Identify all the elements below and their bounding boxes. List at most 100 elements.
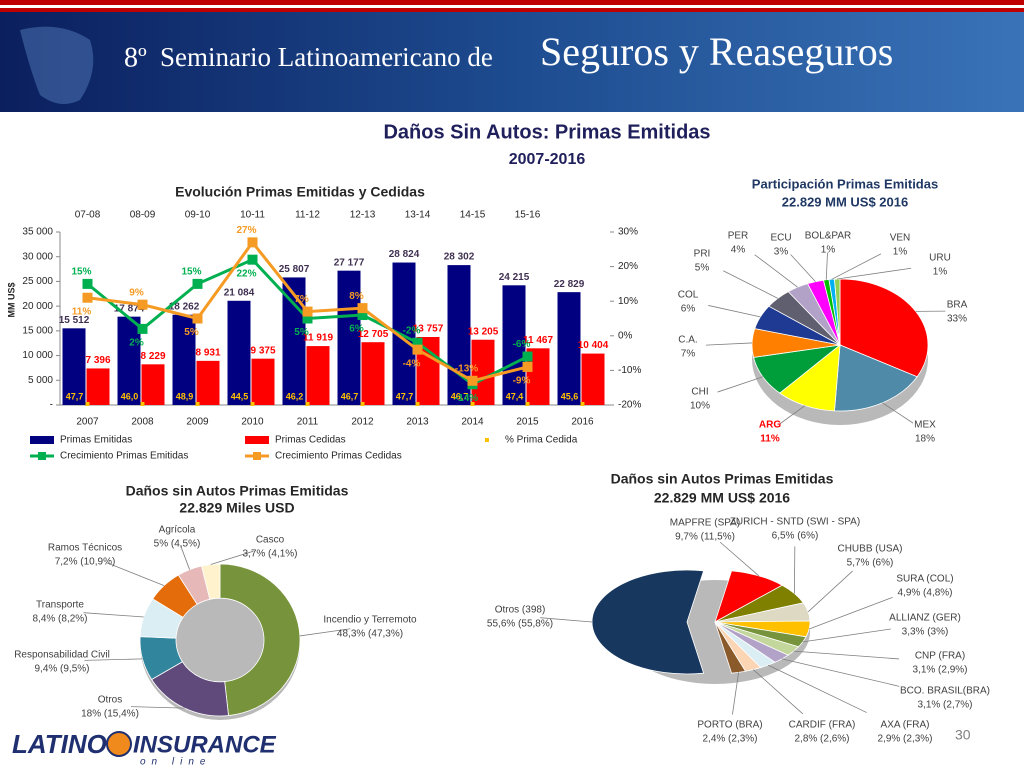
top-category-label: 08-09: [130, 210, 156, 221]
chart-title: Participación Primas Emitidas: [752, 176, 938, 191]
bar: [581, 353, 605, 405]
percent-label: 46,7: [451, 391, 469, 401]
percent-marker: [580, 402, 585, 406]
x-tick-label: 2007: [76, 417, 99, 428]
growth-marker: [522, 361, 533, 372]
y2-tick-label: -10%: [618, 365, 641, 376]
slice-name: ECU: [770, 233, 791, 244]
growth-label: 27%: [236, 225, 256, 236]
y2-tick-label: 0%: [618, 330, 633, 341]
slice-name: ZURICH - SNTD (SWI - SPA): [730, 517, 860, 528]
percent-label: 46,2: [286, 391, 304, 401]
y-tick-label: 15 000: [22, 325, 53, 336]
legend-swatch: [253, 452, 261, 460]
leader-line: [107, 562, 165, 586]
slice-value: 18%: [915, 434, 935, 445]
top-category-label: 13-14: [405, 210, 431, 221]
slice-value: 5,7% (6%): [847, 558, 894, 569]
growth-label: 6%: [349, 324, 364, 335]
growth-label: -13%: [455, 363, 478, 374]
growth-marker: [137, 323, 148, 334]
growth-label: -14%: [455, 393, 478, 404]
bar-value-label: 22 829: [554, 279, 585, 290]
chart-title: Daños sin Autos Primas Emitidas: [126, 483, 349, 499]
y2-tick-label: 30%: [618, 227, 638, 238]
growth-marker: [357, 303, 368, 314]
bar: [361, 342, 385, 405]
bar-value-label: 7 396: [85, 355, 110, 366]
percent-label: 46,7: [341, 391, 359, 401]
percent-label: 46,0: [121, 391, 139, 401]
x-tick-label: 2014: [461, 417, 484, 428]
slice-name: COL: [678, 290, 699, 301]
leader-line: [753, 669, 804, 715]
pie-slice: [834, 344, 918, 412]
growth-marker: [302, 306, 313, 317]
percent-label: 47,4: [506, 391, 524, 401]
slice-name: PRI: [694, 249, 711, 260]
y-tick-label: 30 000: [22, 251, 53, 262]
chart-subtitle: 22.829 MM US$ 2016: [654, 490, 790, 506]
bar: [251, 358, 275, 405]
slice-value: 11%: [760, 434, 780, 445]
leader-line: [807, 570, 853, 613]
growth-marker: [82, 292, 93, 303]
bar: [141, 364, 165, 405]
slice-name: AXA (FRA): [881, 720, 930, 731]
leader-line: [723, 270, 778, 299]
slice-name: CHI: [691, 387, 708, 398]
leader-line: [210, 550, 254, 565]
pie-slice: [201, 563, 221, 600]
leader-line: [717, 376, 764, 393]
slice-value: 7%: [681, 349, 696, 360]
slice-name: MAPFRE (SPA): [670, 518, 740, 529]
leader-line: [802, 628, 891, 643]
bar: [196, 360, 220, 405]
x-tick-label: 2016: [571, 417, 594, 428]
header-stripe: [0, 0, 1024, 5]
chart-title: Daños sin Autos Primas Emitidas: [611, 471, 834, 487]
bar-value-label: 27 177: [334, 257, 365, 268]
x-tick-label: 2015: [516, 417, 539, 428]
slice-name: PORTO (BRA): [697, 720, 762, 731]
leader-line: [708, 305, 761, 318]
slice-value: 1%: [893, 247, 908, 258]
top-category-label: 09-10: [185, 210, 211, 221]
slice-value: 9,4% (9,5%): [34, 664, 89, 675]
slice-name: MEX: [914, 420, 936, 431]
slice-value: 5%: [695, 263, 710, 274]
growth-label: -2%: [403, 325, 421, 336]
slice-name: BOL&PAR: [805, 231, 852, 242]
legend-label: Primas Emitidas: [60, 435, 132, 446]
bar-value-label: 13 757: [413, 324, 444, 335]
slice-value: 55,6% (55,8%): [487, 619, 553, 630]
leader-line: [779, 405, 806, 425]
slice-name: CARDIF (FRA): [789, 720, 856, 731]
growth-marker: [82, 278, 93, 289]
slice-value: 1%: [933, 267, 948, 278]
bar-value-label: 28 824: [389, 249, 420, 260]
percent-label: 48,9: [176, 391, 194, 401]
growth-label: 5%: [184, 327, 199, 338]
bar-value-label: 25 807: [279, 264, 310, 275]
chart-title: Evolución Primas Emitidas y Cedidas: [175, 184, 425, 200]
percent-marker: [140, 402, 145, 406]
legend-label: Crecimiento Primas Emitidas: [60, 451, 188, 462]
bar: [62, 328, 86, 405]
growth-marker: [247, 237, 258, 248]
leader-line: [808, 596, 893, 630]
leader-line: [831, 253, 882, 280]
slice-value: 18% (15,4%): [81, 709, 139, 720]
bar-value-label: 10 404: [578, 340, 609, 351]
y-tick-label: 20 000: [22, 301, 53, 312]
percent-marker: [195, 402, 200, 406]
legend-swatch: [30, 436, 54, 444]
growth-label: 22%: [236, 268, 256, 279]
growth-marker: [412, 337, 423, 348]
pie-slice: [219, 563, 301, 717]
slice-name: Casco: [256, 535, 285, 546]
growth-marker: [412, 344, 423, 355]
slide-title: Daños Sin Autos: Primas Emitidas: [383, 121, 710, 143]
bar: [227, 300, 251, 405]
